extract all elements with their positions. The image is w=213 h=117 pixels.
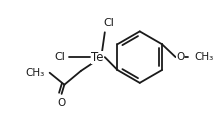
Text: CH₃: CH₃ [25,68,44,78]
Text: O: O [176,52,184,62]
Text: O: O [58,99,66,108]
Text: Cl: Cl [103,18,114,28]
Text: Cl: Cl [54,52,65,62]
Text: Te: Te [91,51,104,64]
Text: CH₃: CH₃ [194,52,213,62]
